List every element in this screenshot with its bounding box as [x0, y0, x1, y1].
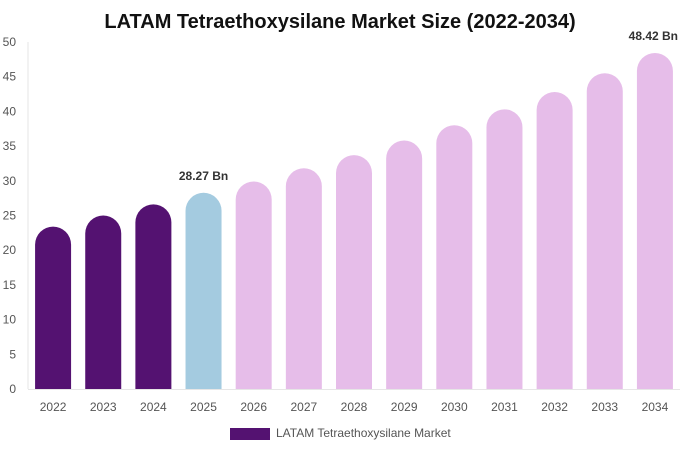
x-tick-label: 2032: [541, 400, 568, 414]
x-tick-label: 2027: [290, 400, 317, 414]
x-tick-label: 2031: [491, 400, 518, 414]
legend-swatch[interactable]: [230, 428, 270, 440]
bar-2029[interactable]: [386, 140, 423, 389]
x-tick-label: 2023: [90, 400, 117, 414]
bar-2025[interactable]: [185, 192, 222, 389]
y-tick-label: 15: [3, 278, 17, 292]
y-tick-label: 0: [9, 382, 16, 396]
y-tick-label: 5: [9, 347, 16, 361]
x-tick-label: 2024: [140, 400, 167, 414]
bar-2022[interactable]: [35, 226, 72, 389]
bar-2032[interactable]: [536, 91, 573, 389]
data-label: 28.27 Bn: [179, 169, 228, 183]
bar-2027[interactable]: [285, 168, 322, 389]
x-tick-label: 2028: [341, 400, 368, 414]
x-tick-label: 2033: [591, 400, 618, 414]
legend-label[interactable]: LATAM Tetraethoxysilane Market: [276, 426, 451, 440]
bar-2033[interactable]: [586, 73, 623, 389]
bar-2031[interactable]: [486, 109, 523, 390]
bar-2023[interactable]: [85, 215, 122, 390]
y-tick-label: 20: [3, 243, 17, 257]
chart-title: LATAM Tetraethoxysilane Market Size (202…: [104, 11, 575, 33]
bar-2026[interactable]: [235, 181, 272, 389]
y-tick-label: 35: [3, 139, 17, 153]
y-tick-label: 45: [3, 70, 17, 84]
y-tick-label: 30: [3, 174, 17, 188]
data-label: 48.42 Bn: [629, 29, 678, 43]
x-tick-label: 2025: [190, 400, 217, 414]
x-tick-label: 2029: [391, 400, 418, 414]
y-tick-label: 40: [3, 104, 17, 118]
x-tick-label: 2034: [642, 400, 669, 414]
x-tick-label: 2022: [40, 400, 67, 414]
bar-2034[interactable]: [636, 52, 673, 389]
bar-2028[interactable]: [336, 155, 372, 389]
x-tick-label: 2030: [441, 400, 468, 414]
y-tick-label: 25: [3, 209, 17, 223]
y-tick-label: 50: [3, 35, 17, 49]
bar-2030[interactable]: [436, 125, 473, 389]
y-tick-label: 10: [3, 313, 17, 327]
x-tick-label: 2026: [240, 400, 267, 414]
bar-2024[interactable]: [135, 204, 172, 389]
